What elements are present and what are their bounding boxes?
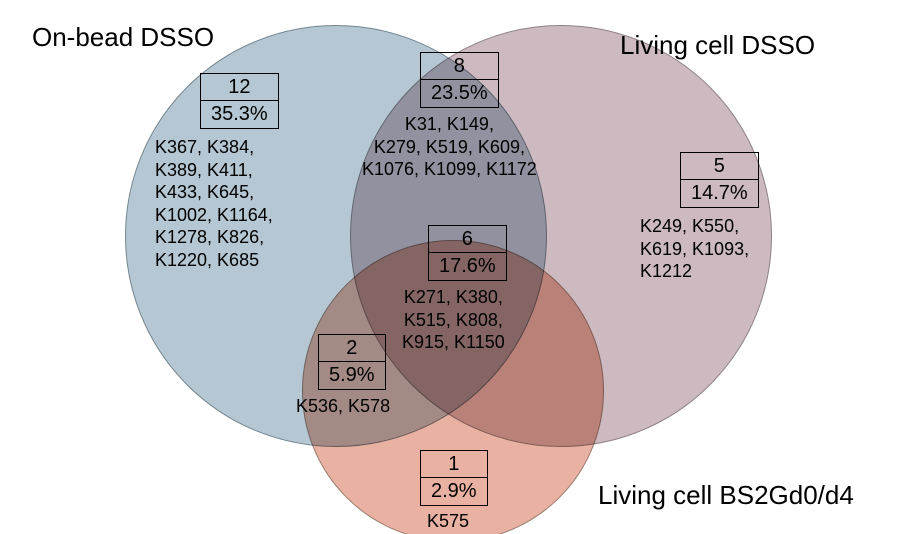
set-label-a: On-bead DSSO [32, 22, 214, 53]
region-b-only-count: 5 [714, 155, 725, 177]
region-abc-box: 6 17.6% [428, 225, 507, 281]
region-abc-pct: 17.6% [439, 255, 496, 277]
set-label-b: Living cell DSSO [620, 30, 815, 61]
region-abc-count: 6 [462, 228, 473, 250]
region-ac-pct: 5.9% [329, 364, 375, 386]
region-c-only-items: K575 [427, 510, 469, 533]
region-ab-count: 8 [454, 55, 465, 77]
set-label-c: Living cell BS2Gd0/d4 [598, 480, 854, 511]
region-ab-box: 8 23.5% [420, 52, 499, 108]
region-ac-items: K536, K578 [296, 395, 390, 418]
region-ab-items: K31, K149,K279, K519, K609,K1076, K1099,… [362, 113, 537, 181]
region-abc-items: K271, K380,K515, K808,K915, K1150 [402, 286, 505, 354]
region-a-only-box: 12 35.3% [200, 73, 279, 129]
region-ab-pct: 23.5% [431, 82, 488, 104]
region-ac-box: 2 5.9% [318, 334, 386, 390]
region-a-only-count: 12 [228, 76, 250, 98]
region-c-only-box: 1 2.9% [420, 450, 488, 506]
region-b-only-pct: 14.7% [691, 182, 748, 204]
region-c-only-pct: 2.9% [431, 480, 477, 502]
venn-stage: On-bead DSSO Living cell DSSO Living cel… [0, 0, 900, 534]
region-b-only-items: K249, K550,K619, K1093,K1212 [640, 215, 749, 283]
region-b-only-box: 5 14.7% [680, 152, 759, 208]
region-a-only-pct: 35.3% [211, 103, 268, 125]
region-a-only-items: K367, K384,K389, K411,K433, K645,K1002, … [155, 136, 273, 271]
region-ac-count: 2 [346, 337, 357, 359]
region-c-only-count: 1 [448, 453, 459, 475]
